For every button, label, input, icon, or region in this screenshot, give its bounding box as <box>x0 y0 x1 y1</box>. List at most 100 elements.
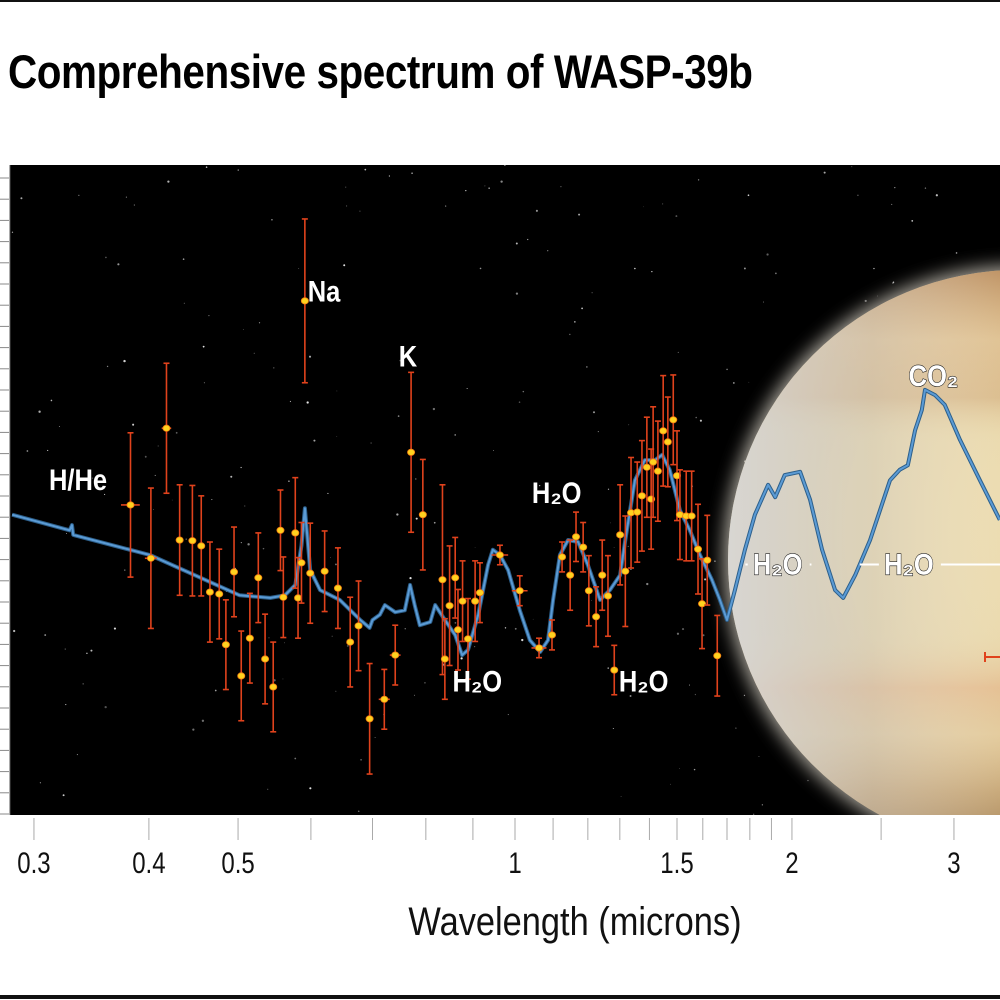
data-point <box>440 617 449 701</box>
data-marker <box>221 641 230 649</box>
star <box>547 250 549 252</box>
annotation-label: H₂O <box>453 665 503 698</box>
data-marker <box>205 588 214 596</box>
star <box>331 635 333 637</box>
x-axis-ticks: 0.3 0.4 0.5 1 1.5 2 3 <box>17 818 961 880</box>
star <box>535 209 538 212</box>
data-marker <box>261 655 270 663</box>
data-point <box>197 495 206 597</box>
data-point <box>637 439 646 552</box>
data-point <box>453 588 462 671</box>
data-marker <box>649 458 658 466</box>
data-marker <box>471 597 480 605</box>
star <box>157 445 159 447</box>
star <box>309 787 312 790</box>
star <box>515 292 519 295</box>
data-marker <box>440 655 449 663</box>
data-point <box>297 521 306 604</box>
star <box>607 667 609 669</box>
data-point <box>354 580 363 672</box>
data-point <box>320 530 329 613</box>
star <box>359 210 361 212</box>
data-marker <box>297 559 306 567</box>
data-point <box>698 558 707 650</box>
data-marker <box>380 695 389 703</box>
data-point <box>669 374 678 466</box>
data-marker <box>598 571 607 579</box>
star <box>397 415 400 417</box>
annotation-label: H₂O <box>884 548 934 581</box>
star <box>924 187 927 189</box>
data-marker <box>698 600 707 608</box>
model-spectrum <box>11 387 1000 658</box>
data-point <box>269 641 278 733</box>
data-marker <box>642 463 651 471</box>
star <box>132 423 135 426</box>
data-marker <box>566 571 575 579</box>
data-marker <box>175 536 184 544</box>
star <box>627 545 629 547</box>
star <box>396 513 399 516</box>
data-point <box>703 514 712 606</box>
star <box>538 484 541 487</box>
star <box>574 321 576 323</box>
star <box>474 646 476 648</box>
data-marker <box>269 683 278 691</box>
star <box>629 695 632 697</box>
data-point <box>175 483 184 597</box>
data-marker <box>659 427 668 435</box>
data-marker <box>579 543 588 551</box>
data-marker <box>669 416 678 424</box>
data-point <box>592 586 601 648</box>
star <box>758 756 760 757</box>
star <box>581 307 583 310</box>
data-point <box>346 596 355 688</box>
star <box>360 759 362 761</box>
star <box>271 218 273 221</box>
star <box>262 547 265 550</box>
star <box>65 703 67 706</box>
star <box>774 272 777 275</box>
star <box>154 474 156 477</box>
data-marker <box>291 529 300 537</box>
star <box>892 281 895 284</box>
star <box>133 204 135 206</box>
data-marker <box>547 631 556 639</box>
star <box>634 267 636 270</box>
data-point <box>713 614 722 697</box>
data-marker <box>616 531 625 539</box>
star <box>493 450 495 451</box>
data-point <box>616 483 625 586</box>
data-point <box>230 526 239 618</box>
star <box>823 171 826 174</box>
data-point <box>627 456 636 569</box>
star <box>415 517 418 520</box>
star <box>374 736 376 738</box>
data-point <box>378 668 390 731</box>
star <box>409 577 412 580</box>
star <box>335 690 337 692</box>
star <box>171 499 173 501</box>
data-marker <box>713 652 722 660</box>
star <box>167 180 170 183</box>
star <box>47 449 49 452</box>
star <box>714 560 716 562</box>
annotation-label: H₂O <box>619 665 669 698</box>
star <box>743 694 746 697</box>
x-tick-label: 0.5 <box>221 845 254 879</box>
star <box>330 557 331 558</box>
data-point <box>584 554 593 627</box>
star <box>78 194 80 196</box>
data-point <box>161 362 172 495</box>
star <box>670 783 671 785</box>
star <box>20 197 23 200</box>
annotation-label: H/He <box>49 463 107 496</box>
data-marker <box>633 508 642 516</box>
star <box>532 618 534 620</box>
star <box>402 350 405 353</box>
star <box>289 400 291 403</box>
star <box>62 794 65 797</box>
star <box>688 684 690 686</box>
star <box>569 333 571 336</box>
